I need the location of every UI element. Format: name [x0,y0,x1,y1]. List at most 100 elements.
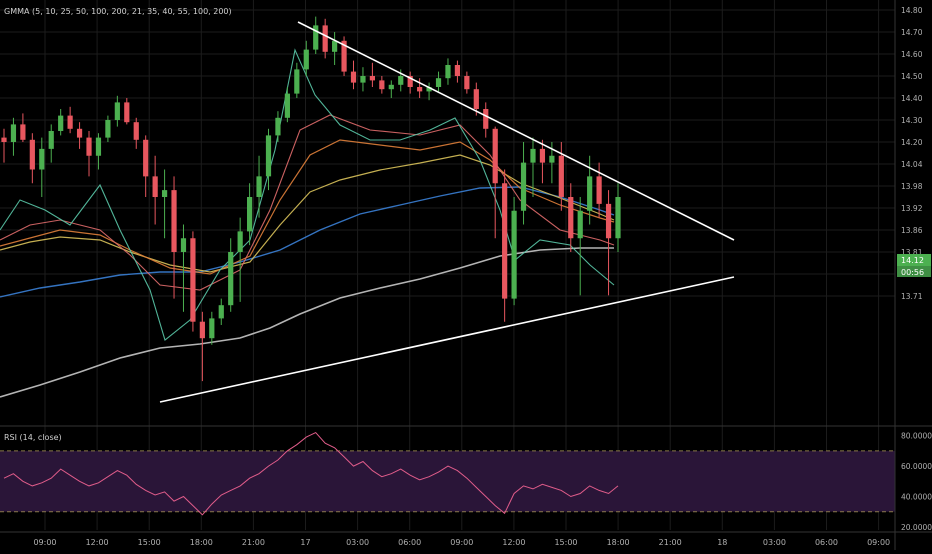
rsi-y-tick-label: 20.0000 [901,523,932,532]
candle-body [417,87,423,92]
rsi-band-fill [0,450,895,512]
candle-body [332,40,338,52]
candle-body [10,124,17,142]
candle-body [247,197,253,232]
candle-body [275,117,281,136]
candle-body [379,80,385,90]
x-tick-label: 06:00 [398,538,421,547]
candle-body [48,131,54,149]
price-tag-label: 14.12 [901,256,924,265]
rsi-y-tick-label: 60.0000 [901,462,932,471]
candle-body [322,25,328,52]
x-tick-label: 21:00 [659,538,682,547]
y-tick-label: 13.81 [901,248,923,257]
rsi-indicator-label: RSI (14, close) [4,433,62,442]
countdown-tag-label: 00:56 [901,268,924,277]
y-tick-label: 14.60 [901,50,923,59]
candle-body [161,190,168,197]
y-tick-label: 14.50 [901,72,923,81]
candle-body [558,155,564,197]
candle-body [568,197,574,239]
candle-body [190,238,196,322]
candle-body [464,76,470,90]
price-pane [0,16,735,403]
candle-body [180,238,187,252]
candle-body [454,65,461,76]
candle-body [539,148,546,163]
countdown-tag-box [897,266,931,277]
candle-body [294,69,300,94]
candle-body [143,139,149,177]
candle-body [502,183,508,299]
candle-body [530,148,536,163]
x-tick-label: 06:00 [815,538,838,547]
candle-body [615,197,621,239]
candle-body [303,49,309,70]
candle-body [1,137,7,142]
candle-body [284,93,290,118]
ma-25-line [0,114,615,291]
candle-body [95,137,102,156]
candle-body [426,87,432,92]
ma-40-line [0,139,615,275]
gmma-indicator-label: GMMA (5, 10, 25, 50, 100, 200, 21, 35, 4… [4,7,232,16]
candle-body [29,139,35,170]
x-tick-label: 18:00 [190,538,213,547]
x-tick-label: 21:00 [242,538,265,547]
x-tick-label: 09:00 [33,538,56,547]
candle-body [605,203,612,239]
candle-body [209,318,215,339]
x-tick-label: 17 [300,538,310,547]
candle-body [171,190,177,252]
candle-body [313,25,319,50]
rsi-line [3,431,619,516]
candle-body [407,76,413,87]
x-tick-label: 18 [717,538,727,547]
x-tick-label: 15:00 [554,538,577,547]
y-tick-label: 13.71 [901,292,923,301]
y-tick-label: 14.80 [901,6,923,15]
rsi-y-tick-label: 80.0000 [901,432,932,441]
y-tick-label: 13.98 [901,182,923,191]
rsi-y-tick-label: 40.0000 [901,493,932,502]
y-tick-label: 14.40 [901,94,923,103]
trendline-lower [159,276,735,403]
candle-body [114,102,120,120]
candle-body [265,135,272,177]
candle-body [20,124,26,140]
candle-body [511,210,517,299]
candle-body [58,115,64,131]
candle-body [398,76,404,85]
candle-body [492,128,498,184]
y-tick-label: 14.70 [901,28,923,37]
rsi-pane: RSI (14, close) [0,431,895,516]
candle-body [435,78,442,87]
candle-body [596,176,602,204]
y-tick-label: 13.92 [901,204,923,213]
candle-body [218,305,224,319]
candle-body [152,176,158,197]
candle-body [39,148,45,170]
candle-body [445,65,451,79]
trendline-upper [297,21,735,241]
x-tick-label: 18:00 [607,538,630,547]
candle-body [256,176,262,197]
x-tick-label: 09:00 [867,538,890,547]
y-tick-label: 14.20 [901,138,923,147]
candle-body [199,321,205,339]
x-tick-label: 09:00 [450,538,473,547]
candle-body [237,231,243,252]
price-tag-box [897,254,931,266]
candle-body [520,162,527,211]
candle-body [577,210,583,239]
candle-body [369,76,375,81]
candle-body [228,252,234,306]
candle-body [587,176,593,211]
candle-body [483,109,489,129]
candle-body [124,102,130,123]
candle-body [67,115,73,129]
candle-body [76,128,83,138]
